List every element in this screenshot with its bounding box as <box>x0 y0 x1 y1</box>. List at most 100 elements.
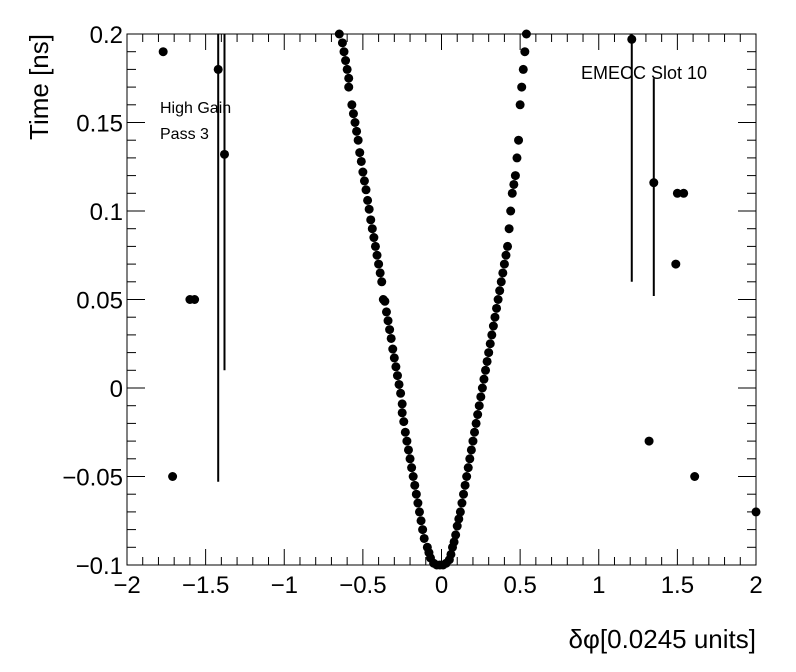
data-point <box>507 188 517 198</box>
data-point <box>479 374 489 384</box>
data-point <box>466 445 476 455</box>
data-point <box>375 268 385 278</box>
data-point <box>388 344 398 354</box>
data-point <box>506 206 516 216</box>
data-point <box>352 126 362 136</box>
x-tick-label: −1 <box>271 572 298 599</box>
data-point <box>405 454 415 464</box>
x-tick-label: 0 <box>435 572 448 599</box>
data-point <box>381 307 391 317</box>
data-point <box>363 195 373 205</box>
data-point <box>408 472 418 481</box>
data-point <box>449 537 459 547</box>
x-tick-label: −1.5 <box>182 572 229 599</box>
data-point <box>364 204 374 214</box>
data-point <box>462 472 472 481</box>
data-point <box>487 330 497 340</box>
y-tick-label: −0.05 <box>62 465 123 492</box>
x-tick-label: 0.5 <box>503 572 536 599</box>
y-tick-label: 0.1 <box>90 199 123 226</box>
data-point <box>454 514 464 524</box>
data-point <box>503 241 513 251</box>
data-point <box>367 224 377 234</box>
data-point <box>411 489 421 499</box>
data-point <box>520 47 530 57</box>
data-point <box>419 533 429 543</box>
data-point <box>649 178 659 188</box>
x-axis-title: δφ[0.0245 units] <box>569 624 756 654</box>
data-point <box>496 277 506 287</box>
x-tick-label: 1.5 <box>661 572 694 599</box>
data-point <box>366 215 376 225</box>
data-point <box>359 176 369 186</box>
data-point <box>372 250 382 260</box>
data-point <box>168 472 178 481</box>
data-point <box>460 480 470 490</box>
data-point <box>459 489 469 499</box>
data-point <box>671 259 681 269</box>
x-tick-label: 2 <box>749 572 762 599</box>
data-point <box>495 286 505 296</box>
data-point <box>391 362 401 372</box>
data-point <box>452 521 462 531</box>
y-tick-label: 0.15 <box>76 111 123 138</box>
data-point <box>355 148 365 158</box>
data-point <box>416 516 426 526</box>
data-point <box>509 179 519 189</box>
data-point <box>341 56 351 66</box>
y-tick-labels: −0.1 −0.05 0 0.05 0.1 0.15 0.2 <box>62 22 123 580</box>
data-point <box>383 316 393 326</box>
data-point <box>403 445 413 455</box>
annotation-pass: Pass 3 <box>160 126 209 143</box>
data-point <box>690 472 700 481</box>
data-point <box>481 365 491 375</box>
data-point <box>397 399 407 409</box>
data-point <box>348 109 358 119</box>
y-tick-label: 0.05 <box>76 288 123 315</box>
y-tick-label: 0 <box>110 376 123 403</box>
data-point <box>394 379 404 389</box>
data-point <box>361 185 371 195</box>
data-points <box>158 29 761 570</box>
data-point <box>342 64 352 74</box>
data-point <box>518 64 528 74</box>
data-point <box>213 64 223 74</box>
data-point <box>389 353 399 363</box>
data-point <box>504 224 514 234</box>
data-point <box>353 135 363 145</box>
data-point <box>512 153 522 163</box>
data-point <box>370 241 380 251</box>
data-point <box>476 392 486 402</box>
data-point <box>679 188 689 198</box>
data-point <box>413 498 423 508</box>
x-tick-label: 1 <box>592 572 605 599</box>
data-point <box>374 259 384 269</box>
data-point <box>347 100 357 110</box>
data-point <box>474 401 484 411</box>
data-point <box>501 250 511 260</box>
data-point <box>219 149 229 159</box>
data-point <box>410 480 420 490</box>
error-bars <box>217 34 655 482</box>
x-tick-label: −0.5 <box>339 572 386 599</box>
x-tick-labels: −2 −1.5 −1 −0.5 0 0.5 1 1.5 2 <box>113 572 762 599</box>
data-point <box>407 463 417 473</box>
y-tick-label: −0.1 <box>76 553 123 580</box>
data-point <box>455 507 465 517</box>
data-point <box>402 436 412 446</box>
data-point <box>356 156 366 166</box>
data-point <box>451 530 461 540</box>
data-point <box>377 277 387 287</box>
data-point <box>468 436 478 446</box>
data-point <box>386 333 396 343</box>
data-point <box>627 34 637 44</box>
data-point <box>392 371 402 381</box>
data-point <box>339 47 349 57</box>
data-point <box>369 233 379 243</box>
data-point <box>385 325 395 335</box>
data-point <box>493 295 503 304</box>
data-point <box>446 549 456 559</box>
data-point <box>418 525 428 535</box>
data-point <box>484 348 494 358</box>
